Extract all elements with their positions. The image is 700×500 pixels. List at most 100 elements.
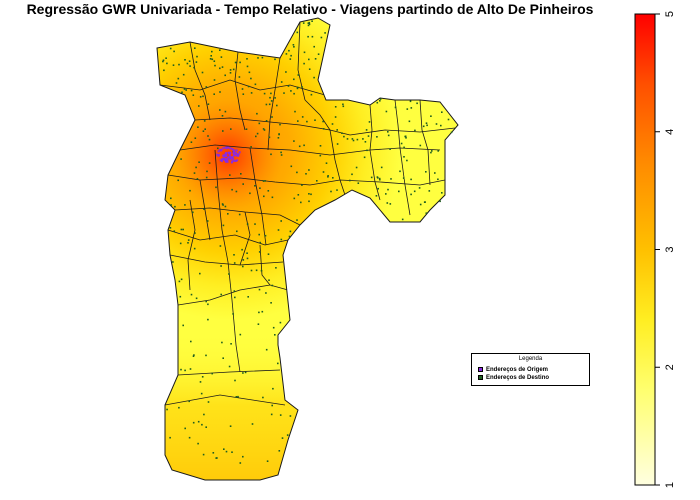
destination-point — [425, 122, 428, 124]
destination-point — [306, 120, 308, 123]
destination-point — [317, 53, 320, 55]
destination-point — [355, 166, 358, 169]
origin-point — [224, 157, 227, 160]
destination-point — [242, 259, 245, 261]
destination-point — [241, 248, 243, 251]
destination-point — [222, 130, 224, 132]
destination-point — [262, 396, 264, 399]
origin-point — [235, 159, 237, 162]
destination-point — [179, 242, 182, 245]
destination-point — [259, 241, 261, 244]
destination-point — [170, 204, 172, 206]
destination-point — [178, 280, 181, 283]
destination-point — [439, 200, 441, 203]
destination-point — [213, 93, 215, 95]
destination-point — [192, 355, 195, 357]
destination-point — [308, 200, 310, 203]
destination-point — [399, 170, 401, 173]
destination-point — [334, 116, 337, 118]
destination-point — [169, 227, 172, 229]
destination-point — [234, 296, 236, 299]
destination-point — [247, 85, 250, 88]
destination-point — [246, 223, 249, 225]
destination-point — [235, 190, 238, 193]
city-map[interactable] — [0, 0, 620, 500]
destination-point — [270, 100, 273, 102]
destination-point — [263, 195, 265, 198]
destination-point — [254, 83, 257, 86]
destination-point — [246, 252, 248, 254]
destination-point — [197, 126, 199, 128]
destination-point — [275, 267, 277, 269]
origin-point — [217, 154, 220, 157]
destination-point — [262, 180, 265, 182]
colorbar-ramp — [634, 13, 656, 486]
destination-point — [378, 177, 381, 180]
destination-point — [319, 145, 322, 147]
destination-point — [440, 124, 442, 127]
destination-point — [293, 46, 295, 48]
destination-point — [289, 230, 292, 233]
destination-point — [219, 49, 221, 51]
destination-point — [242, 93, 245, 95]
destination-point — [188, 436, 191, 439]
destination-point — [272, 326, 275, 329]
destination-point — [262, 128, 265, 130]
destination-point — [352, 139, 355, 142]
destination-point — [246, 257, 249, 260]
destination-point — [220, 265, 222, 267]
destination-point — [190, 141, 193, 143]
destination-point — [285, 53, 288, 55]
destination-point — [264, 234, 267, 237]
destination-point — [190, 293, 193, 296]
origin-point — [226, 160, 229, 163]
destination-point — [207, 303, 209, 306]
destination-point — [307, 24, 310, 27]
destination-point — [368, 121, 371, 123]
destination-point — [277, 229, 280, 231]
destination-point — [219, 109, 221, 111]
destination-point — [257, 323, 260, 325]
destination-point — [285, 71, 287, 73]
destination-point — [289, 58, 292, 60]
destination-point — [193, 247, 196, 250]
destination-point — [261, 56, 264, 59]
destination-point — [441, 111, 443, 113]
destination-point — [319, 154, 322, 157]
destination-point — [181, 91, 183, 94]
legend-item-destination-label: Endereços de Destino — [486, 375, 550, 381]
destination-point — [256, 112, 258, 115]
destination-point — [260, 269, 263, 272]
destination-point — [366, 149, 368, 152]
destination-point — [394, 106, 397, 109]
destination-point — [173, 230, 176, 232]
origin-point — [219, 159, 222, 162]
destination-point — [303, 51, 306, 54]
destination-point — [447, 118, 450, 121]
origin-swatch-icon — [478, 367, 483, 372]
destination-point — [184, 427, 186, 430]
city-outline — [156, 17, 459, 481]
destination-point — [244, 371, 247, 374]
destination-point — [223, 448, 225, 450]
destination-point — [242, 372, 244, 374]
destination-point — [232, 68, 235, 71]
destination-point — [408, 120, 411, 123]
destination-point — [398, 190, 400, 193]
destination-point — [308, 21, 311, 24]
origin-point — [236, 159, 239, 162]
destination-point — [239, 61, 241, 64]
destination-point — [311, 35, 314, 38]
destination-point — [265, 103, 268, 106]
destination-point — [188, 400, 190, 403]
destination-point — [274, 97, 276, 99]
origin-point — [231, 147, 234, 150]
destination-point — [419, 203, 422, 206]
destination-point — [376, 101, 379, 104]
destination-point — [325, 162, 328, 164]
destination-point — [387, 188, 389, 191]
destination-point — [301, 184, 303, 186]
destination-point — [233, 290, 236, 292]
destination-point — [196, 55, 198, 58]
destination-point — [401, 218, 404, 221]
